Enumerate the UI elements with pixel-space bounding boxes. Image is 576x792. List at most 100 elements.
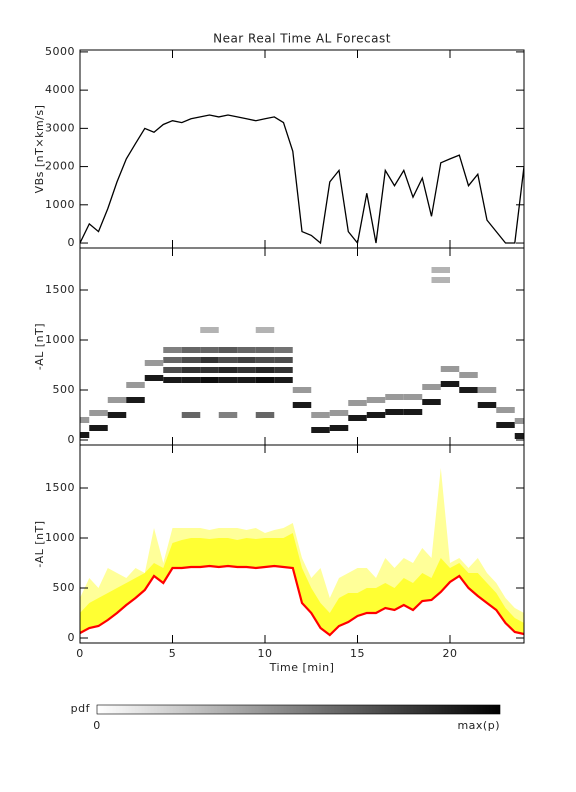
density-cell [431,267,450,273]
density-cell [200,347,219,353]
y-tick-label: 1000 [45,531,75,544]
density-cell [514,418,524,424]
density-cell [459,387,478,393]
density-cell [274,347,293,353]
y-tick-label: 500 [53,581,76,594]
density-cell [311,412,330,418]
colorbar-min: 0 [93,719,101,732]
density-cell [181,412,201,418]
density-cell [181,367,201,373]
x-tick-label: 20 [443,647,458,660]
density-cell [431,277,450,283]
colorbar-max: max(p) [457,719,500,732]
x-tick-label: 5 [169,647,177,660]
density-cell [255,377,275,383]
density-cell [200,357,219,363]
density-cell [477,402,497,408]
x-tick-label: 10 [258,647,273,660]
density-cell [218,412,238,418]
forecast-band [80,533,524,635]
density-cell [311,427,330,433]
density-cell [329,425,349,431]
density-cell [255,347,275,353]
density-cell [163,367,182,373]
y-tick-label: 5000 [45,45,75,58]
density-cell [274,357,293,363]
density-cell [144,360,164,366]
colorbar-label: pdf [71,702,91,715]
density-cell [89,410,108,416]
density-cell [181,347,201,353]
density-cell [422,399,441,405]
density-cell [237,347,256,353]
density-cell [459,372,478,378]
density-cell [496,422,515,428]
y-tick-label: 1000 [45,198,75,211]
density-cell [163,347,182,353]
density-cell [348,415,367,421]
plot-area [80,468,524,637]
density-cell [107,412,127,418]
x-axis-label: Time [min] [269,661,335,674]
density-cell [329,410,349,416]
density-cell [255,412,275,418]
density-cell [440,366,460,372]
y-tick-label: 1500 [45,481,75,494]
density-cell [477,387,497,393]
density-cell [218,377,238,383]
plot-area [80,267,524,439]
forecast-band [80,468,524,635]
data-line [80,114,524,245]
density-cell [403,409,423,415]
density-cell [385,394,404,400]
density-cell [385,409,404,415]
density-cell [274,377,293,383]
density-cell [348,400,367,406]
density-cell [200,377,219,383]
density-cell [403,394,423,400]
density-cell [200,327,219,333]
y-tick-label: 3000 [45,121,75,134]
y-tick-label: 2000 [45,160,75,173]
density-cell [126,397,145,403]
y-axis-label: -AL [nT] [33,520,46,567]
density-cell [237,367,256,373]
density-cell [218,367,238,373]
density-cell [80,417,90,423]
density-cell [440,381,460,387]
x-tick-label: 15 [350,647,365,660]
density-cell [255,357,275,363]
density-cell [200,367,219,373]
colorbar [96,704,501,715]
y-tick-label: 0 [68,433,76,446]
y-tick-label: 4000 [45,83,75,96]
density-cell [144,375,164,381]
panel-frame [79,247,525,446]
y-tick-label: 0 [68,631,76,644]
panel-frame [79,49,525,249]
density-cell [366,397,386,403]
density-cell [366,412,386,418]
median-line [80,564,524,637]
density-cell [218,347,238,353]
y-axis-label: VBs [nT×km/s] [33,105,46,194]
chart-title: Near Real Time AL Forecast [213,32,391,46]
y-tick-label: 500 [53,383,76,396]
density-cell [292,387,312,393]
density-cell [89,425,108,431]
density-cell [255,367,275,373]
panel-frame [79,444,525,644]
density-cell [181,377,201,383]
density-cell [181,357,201,363]
density-cell [107,397,127,403]
density-cell [237,357,256,363]
density-cell [255,327,275,333]
density-cell [80,432,90,438]
y-axis-label: -AL [nT] [33,323,46,370]
plot-area [80,114,524,245]
density-cell [237,377,256,383]
density-cell [218,357,238,363]
y-tick-label: 0 [68,236,76,249]
